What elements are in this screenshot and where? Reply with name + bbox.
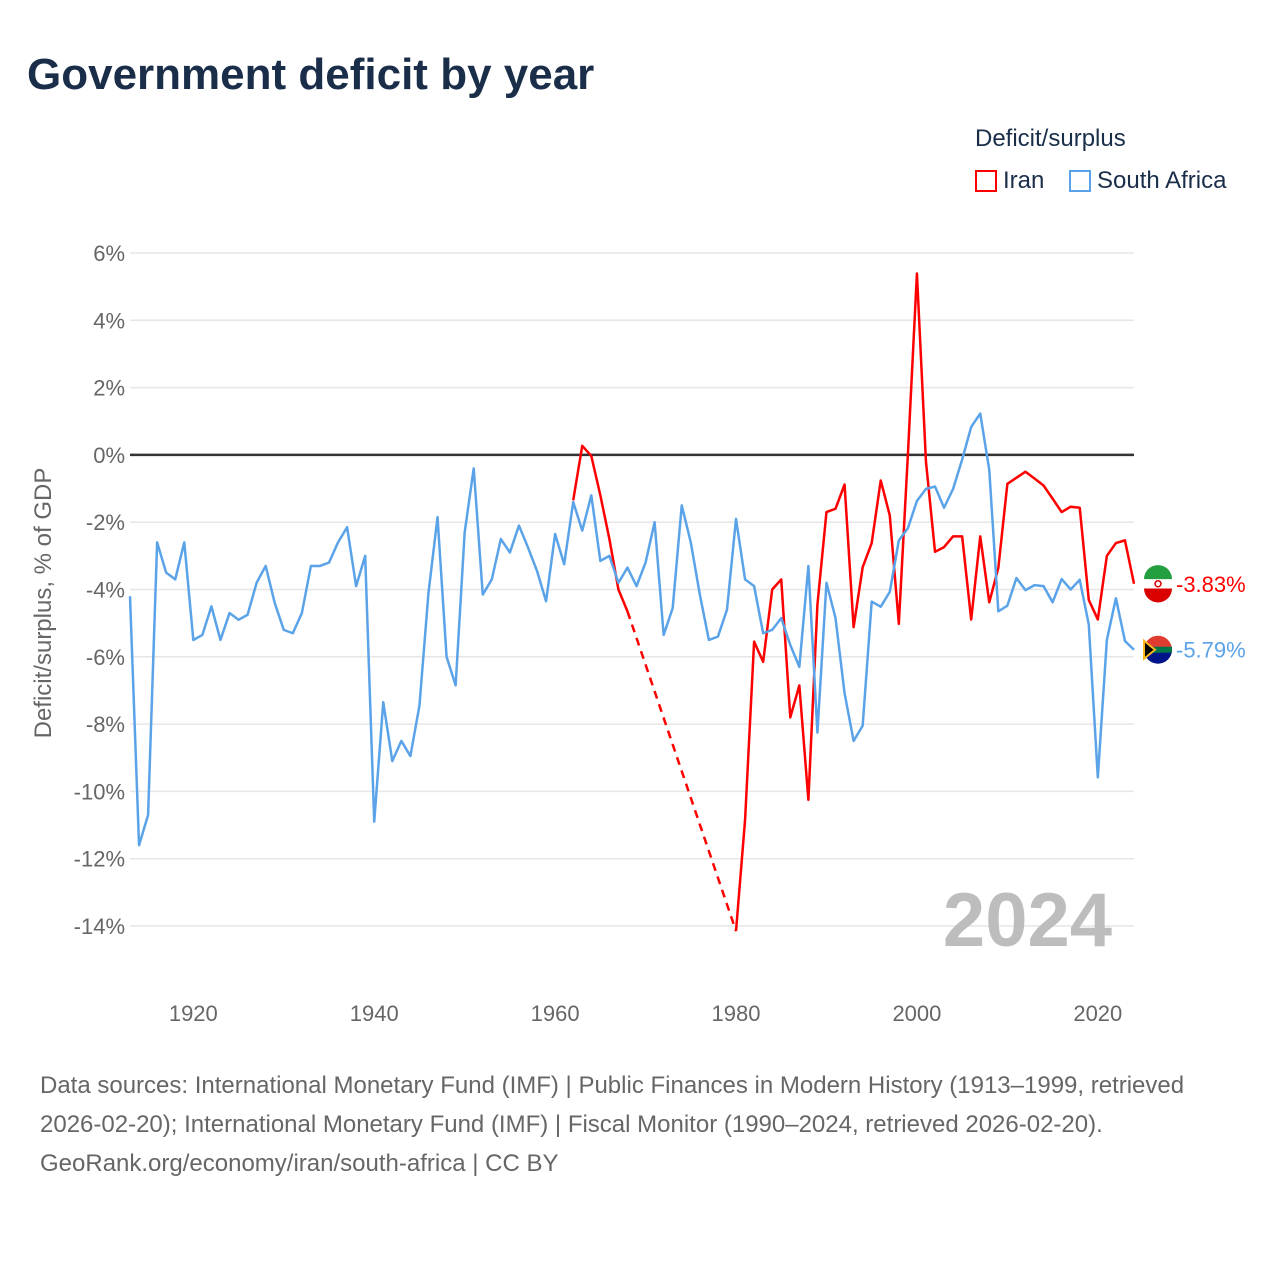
- x-tick-label: 1940: [350, 1001, 399, 1026]
- y-tick-label: -6%: [86, 645, 125, 670]
- x-tick-label: 2000: [892, 1001, 941, 1026]
- flag-iran-icon: [1144, 565, 1172, 603]
- series-gap-iran: [626, 610, 738, 932]
- chart-title: Government deficit by year: [27, 50, 595, 99]
- x-tick-label: 1920: [169, 1001, 218, 1026]
- legend-label-iran: Iran: [1003, 167, 1045, 194]
- y-tick-label: -10%: [74, 779, 125, 804]
- series-line-iran: [571, 444, 629, 612]
- legend-swatch-iran: [975, 170, 997, 192]
- flag-part: [1154, 580, 1162, 588]
- y-tick-label: -2%: [86, 510, 125, 535]
- y-tick-label: -12%: [74, 847, 125, 872]
- series-line-iran: [734, 272, 1136, 932]
- y-axis-label: Deficit/surplus, % of GDP: [30, 468, 57, 739]
- footer: Data sources: International Monetary Fun…: [40, 1066, 1240, 1183]
- y-tick-label: -4%: [86, 578, 125, 603]
- legend-label-south-africa: South Africa: [1097, 167, 1227, 194]
- x-tick-label: 1980: [712, 1001, 761, 1026]
- series-line-south-africa: [128, 412, 1135, 847]
- flag-part: [1144, 646, 1172, 653]
- flag-part: [1144, 565, 1172, 580]
- y-tick-label: 0%: [93, 443, 125, 468]
- flag-part: [1143, 638, 1157, 661]
- source-credit-link[interactable]: GeoRank.org/economy/iran/south-africa | …: [40, 1150, 559, 1177]
- end-value-label-south-africa: -5.79%: [1176, 638, 1246, 663]
- current-year-label: 2024: [943, 878, 1112, 963]
- legend-item-iran[interactable]: Iran: [975, 167, 1044, 195]
- x-tick-label: 2020: [1073, 1001, 1122, 1026]
- y-tick-label: 6%: [93, 241, 125, 266]
- data-sources: Data sources: International Monetary Fun…: [40, 1072, 1185, 1138]
- end-value-label-iran: -3.83%: [1176, 572, 1246, 597]
- x-tick-label: 1960: [531, 1001, 580, 1026]
- legend-swatch-south-africa: [1069, 170, 1091, 192]
- y-tick-label: -8%: [86, 712, 125, 737]
- flag-part: [1144, 588, 1172, 603]
- legend-title: Deficit/surplus: [975, 125, 1126, 152]
- flag-south-africa-icon: [1143, 635, 1172, 664]
- y-tick-label: 4%: [93, 308, 125, 333]
- legend-item-south-africa[interactable]: South Africa: [1069, 167, 1226, 195]
- y-tick-label: -14%: [74, 914, 125, 939]
- y-tick-label: 2%: [93, 376, 125, 401]
